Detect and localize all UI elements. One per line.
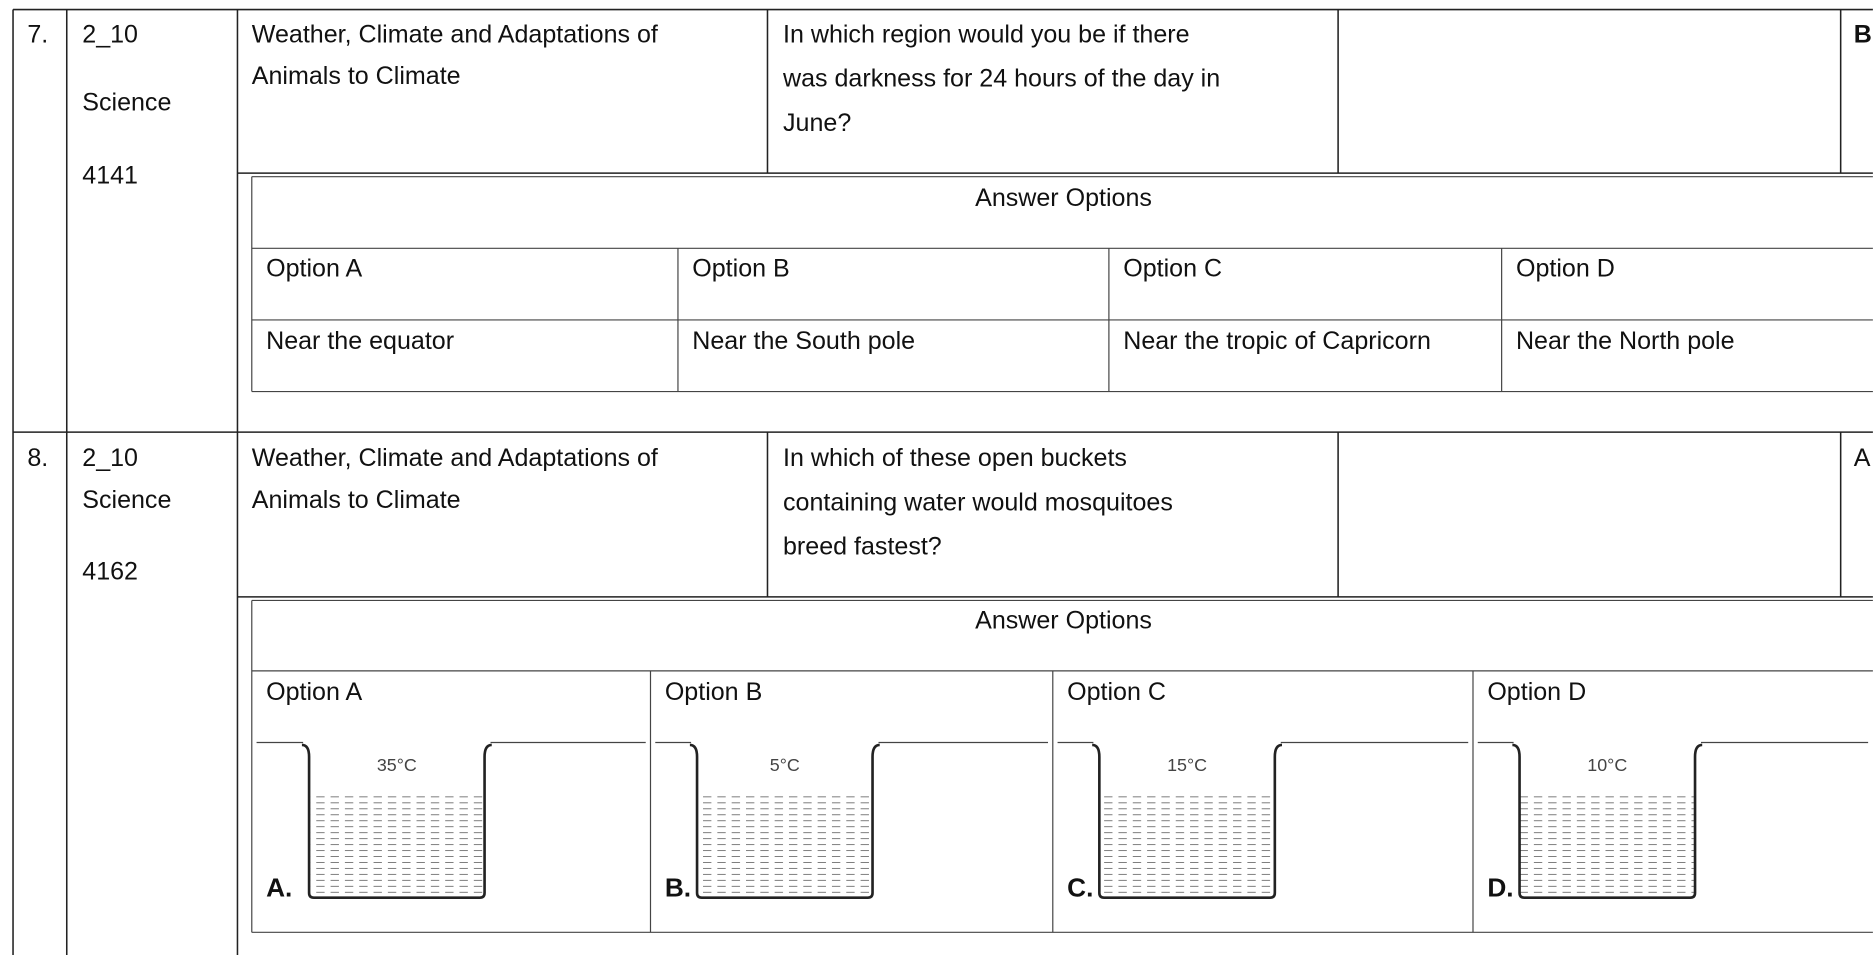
option-text: Near the South pole	[692, 327, 915, 355]
code-line: Science	[82, 486, 171, 514]
bucket	[1512, 743, 1703, 900]
option-label: Option A	[266, 678, 362, 706]
bucket-letter: D.	[1487, 872, 1513, 902]
option-label: Option D	[1516, 254, 1615, 282]
temperature: 35°C	[377, 755, 417, 775]
option-label: Option A	[266, 254, 362, 282]
water	[697, 793, 873, 898]
bucket	[689, 743, 880, 900]
option-text: Near the tropic of Capricorn	[1123, 327, 1431, 355]
option-label: Option D	[1487, 678, 1586, 706]
bucket-letter: A.	[266, 872, 292, 902]
code-line: 2_10	[82, 20, 138, 48]
option-text: Near the equator	[266, 327, 454, 355]
question-line: breed fastest?	[783, 533, 942, 561]
row-number: 7.	[27, 20, 48, 48]
options-header: Answer Options	[975, 607, 1152, 635]
bucket-letter: B.	[665, 872, 691, 902]
water	[309, 793, 485, 898]
question-line: In which of these open buckets	[783, 444, 1127, 472]
water	[1519, 793, 1696, 898]
temperature: 15°C	[1167, 755, 1207, 775]
option-label: Option B	[692, 254, 789, 282]
topic-line: Animals to Climate	[252, 62, 461, 90]
answer: A	[1854, 444, 1871, 472]
code-line: 4141	[82, 161, 138, 189]
topic-line: Animals to Climate	[252, 486, 461, 514]
bucket-letter: C.	[1067, 872, 1093, 902]
table-frame	[12, 8, 1873, 955]
question-line: was darkness for 24 hours of the day in	[782, 65, 1220, 93]
option-text: Near the North pole	[1516, 327, 1735, 355]
answer: B	[1854, 20, 1872, 48]
code-line: Science	[82, 88, 171, 116]
temperature: 5°C	[770, 755, 800, 775]
water	[1099, 793, 1275, 898]
question-line: In which region would you be if there	[783, 20, 1190, 48]
options-header: Answer Options	[975, 184, 1152, 212]
code-line: 2_10	[82, 444, 138, 472]
question-line: containing water would mosquitoes	[783, 488, 1173, 516]
row-number: 8.	[27, 444, 48, 472]
option-label: Option C	[1067, 678, 1166, 706]
bucket	[301, 743, 492, 900]
option-label: Option C	[1123, 254, 1222, 282]
topic-line: Weather, Climate and Adaptations of	[252, 444, 658, 472]
temperature: 10°C	[1587, 755, 1627, 775]
code-line: 4162	[82, 558, 138, 586]
option-label: Option B	[665, 678, 762, 706]
bucket	[1092, 743, 1283, 900]
question-line: June?	[783, 109, 851, 137]
topic-line: Weather, Climate and Adaptations of	[252, 20, 658, 48]
